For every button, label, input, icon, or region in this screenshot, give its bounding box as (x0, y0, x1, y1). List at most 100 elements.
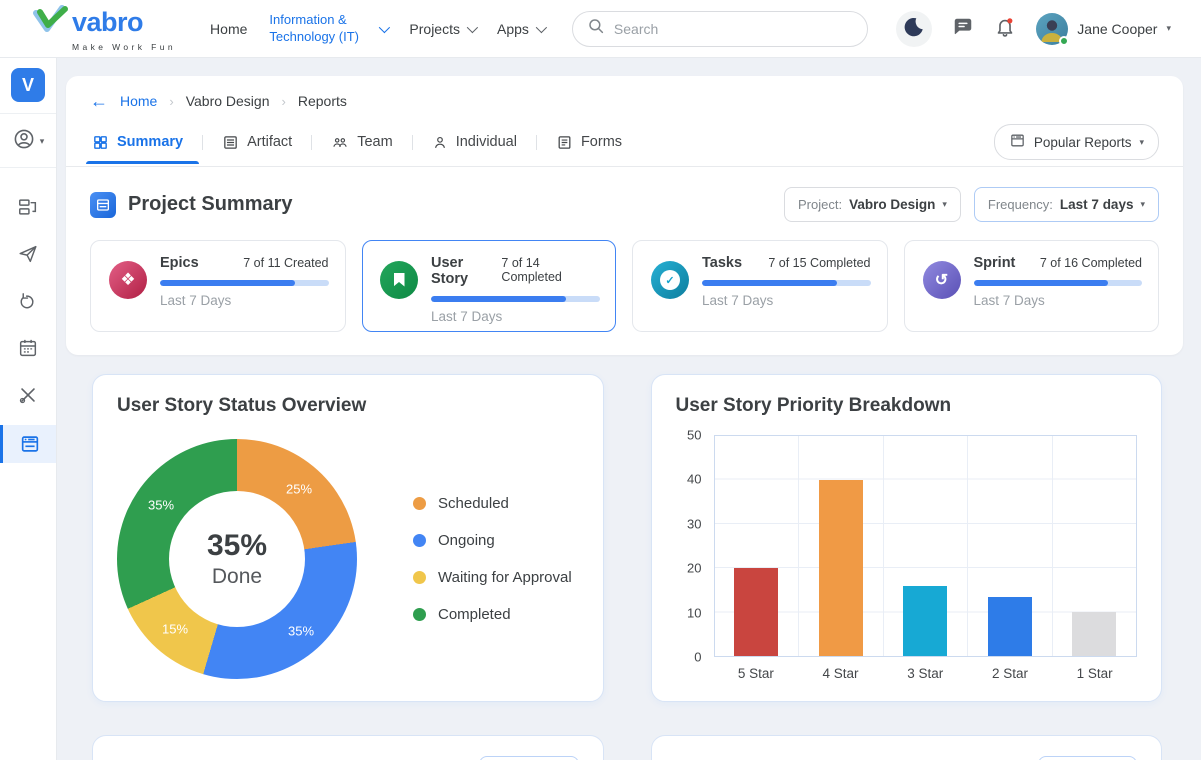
donut-center: 35% Done (169, 491, 305, 627)
sidebar-item-sprint[interactable] (0, 282, 56, 320)
sidebar-item-tools[interactable] (0, 376, 56, 414)
slice-label: 15% (161, 621, 189, 637)
moon-icon (903, 16, 925, 41)
y-axis: 50 40 30 20 10 0 (687, 427, 702, 665)
report-tabs: Summary Artifact (66, 124, 1183, 167)
divider (311, 134, 313, 150)
divider (0, 113, 56, 114)
project-select[interactable]: Project: Vabro Design ▾ (783, 187, 961, 222)
online-status-dot (1059, 35, 1070, 46)
chevron-down-icon: ▾ (1139, 136, 1144, 147)
bar (818, 480, 863, 656)
popular-reports-button[interactable]: Popular Reports ▾ (993, 124, 1159, 160)
view-details-button[interactable]: View Details (479, 756, 579, 760)
nav-it-menu[interactable]: Information & Technology (IT) (269, 12, 391, 45)
crossed-tools-icon (17, 384, 39, 406)
user-story-priority-card: User Story Priority Breakdown 50 40 30 2… (650, 374, 1162, 702)
progress-fill (431, 295, 566, 302)
divider (535, 134, 537, 150)
stat-card-sprint[interactable]: ↺ Sprint 7 of 16 Completed Last 7 Days (903, 240, 1159, 332)
tab-artifact[interactable]: Artifact (220, 128, 294, 163)
user-menu[interactable]: Jane Cooper ▾ (1036, 12, 1171, 46)
sidebar-item-reports[interactable] (0, 425, 56, 463)
nav-home[interactable]: Home (210, 20, 248, 37)
slice-label: 35% (287, 623, 315, 639)
breadcrumb-home[interactable]: Home (120, 93, 158, 109)
stat-cards: ❖ Epics 7 of 11 Created Last 7 Days (90, 240, 1159, 332)
tab-forms[interactable]: Forms (554, 128, 624, 163)
plot-area (713, 435, 1137, 657)
report-card-icon (1009, 132, 1026, 152)
epics-icon: ❖ (109, 261, 147, 299)
workspace-button[interactable]: V (11, 68, 45, 102)
progress-bar (431, 295, 600, 302)
notifications-button[interactable] (994, 16, 1016, 41)
view-details-button[interactable]: View Details (1037, 756, 1137, 760)
breadcrumb-separator: › (281, 93, 286, 109)
chevron-down-icon: ▾ (39, 136, 45, 146)
sidebar-item-calendar[interactable] (0, 329, 56, 367)
sidebar-profile-switcher[interactable]: ▾ (12, 127, 45, 156)
sidebar-item-board[interactable] (0, 188, 56, 226)
project-summary-header: Project Summary Project: Vabro Design ▾ … (90, 187, 1159, 222)
progress-bar (973, 280, 1142, 286)
stat-card-user-story[interactable]: User Story 7 of 14 Completed Last 7 Days (361, 240, 616, 332)
tab-team[interactable]: Team (329, 128, 394, 163)
progress-fill (973, 280, 1109, 286)
chat-button[interactable] (952, 16, 974, 41)
progress-bar (702, 280, 871, 286)
breadcrumb-page[interactable]: Reports (297, 93, 347, 109)
bell-icon (994, 16, 1016, 41)
main-content: ← Home › Vabro Design › Reports (57, 58, 1201, 760)
bottom-cards-row: Artifact Breakdown View Details Team Wor… (92, 735, 1162, 760)
search-box[interactable] (571, 10, 868, 47)
search-input[interactable] (613, 20, 853, 37)
bar-chart: 50 40 30 20 10 0 (676, 427, 1137, 681)
user-name: Jane Cooper (1077, 20, 1158, 37)
legend-item: Waiting for Approval (413, 569, 572, 586)
summary-panel: ← Home › Vabro Design › Reports (66, 76, 1183, 355)
donut-ring: 25% 35% 15% 35% 35% Done (117, 439, 357, 679)
back-arrow-icon[interactable]: ← (90, 91, 108, 111)
bar-column (798, 436, 883, 656)
divider (411, 134, 413, 150)
chart-title: User Story Priority Breakdown (675, 395, 952, 416)
bar (734, 568, 779, 656)
progress-fill (702, 280, 837, 286)
nav-apps-menu[interactable]: Apps (497, 21, 547, 37)
divider (202, 134, 204, 150)
chevron-down-icon: ▾ (942, 199, 947, 209)
stat-card-tasks[interactable]: ✓ Tasks 7 of 15 Completed Last 7 Days (632, 240, 888, 332)
logo-check-icon (32, 5, 70, 40)
user-story-icon (380, 260, 418, 299)
team-people-icon (331, 134, 349, 151)
vabro-logo[interactable]: vabro Make Work Fun (32, 5, 176, 52)
sprint-icon: ↺ (922, 261, 961, 299)
donut-center-value: 35% (206, 529, 268, 562)
sidebar-item-send[interactable] (0, 235, 56, 273)
chart-legend: Scheduled Ongoing Waiting for Approval (413, 495, 572, 623)
tab-summary[interactable]: Summary (85, 128, 200, 164)
left-sidebar: V ▾ (0, 58, 57, 760)
logo-tagline: Make Work Fun (72, 42, 177, 52)
loop-arrow-icon (17, 290, 39, 312)
legend-item: Completed (413, 606, 572, 623)
legend-item: Scheduled (413, 495, 572, 512)
frequency-select[interactable]: Frequency: Last 7 days ▾ (973, 187, 1159, 222)
chevron-down-icon (535, 21, 547, 33)
calendar-icon (17, 337, 39, 359)
bar-column (882, 436, 968, 656)
legend-dot (413, 608, 426, 621)
breadcrumb-project[interactable]: Vabro Design (185, 93, 270, 109)
person-circle-icon (12, 127, 36, 156)
avatar (1036, 12, 1070, 46)
nav-projects-menu[interactable]: Projects (409, 21, 479, 37)
stat-card-epics[interactable]: ❖ Epics 7 of 11 Created Last 7 Days (90, 240, 346, 332)
legend-item: Ongoing (413, 532, 572, 549)
theme-toggle-button[interactable] (896, 10, 933, 47)
tab-individual[interactable]: Individual (430, 128, 519, 163)
artifact-list-icon (222, 134, 239, 151)
team-workload-card: Team Workload View Details (650, 735, 1162, 760)
x-axis-labels: 5 Star 4 Star 3 Star 2 Star 1 Star (737, 666, 1113, 681)
report-card-icon (19, 433, 41, 455)
